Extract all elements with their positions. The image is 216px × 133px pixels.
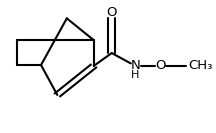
Text: O: O [155,59,166,72]
Text: H: H [131,70,140,80]
Text: O: O [106,6,117,19]
Text: N: N [131,59,140,72]
Text: CH₃: CH₃ [188,59,213,72]
